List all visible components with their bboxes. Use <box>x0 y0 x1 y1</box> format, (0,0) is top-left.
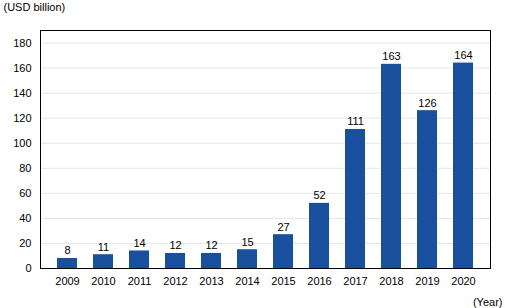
svg-text:(Year): (Year) <box>473 296 503 308</box>
svg-text:20: 20 <box>19 237 31 249</box>
svg-text:2013: 2013 <box>199 275 223 287</box>
svg-text:2014: 2014 <box>235 275 259 287</box>
svg-text:100: 100 <box>13 137 31 149</box>
svg-text:12: 12 <box>205 239 217 251</box>
svg-text:8: 8 <box>64 244 70 256</box>
svg-text:111: 111 <box>347 115 364 127</box>
svg-text:2011: 2011 <box>128 275 152 287</box>
svg-text:2017: 2017 <box>343 275 367 287</box>
svg-text:(USD billion): (USD billion) <box>4 1 66 13</box>
svg-text:0: 0 <box>25 262 31 274</box>
svg-text:2016: 2016 <box>307 275 331 287</box>
svg-text:2009: 2009 <box>55 275 79 287</box>
svg-text:140: 140 <box>13 87 31 99</box>
svg-text:2020: 2020 <box>451 275 475 287</box>
svg-text:2018: 2018 <box>379 275 403 287</box>
svg-text:180: 180 <box>13 37 31 49</box>
svg-text:126: 126 <box>418 97 436 109</box>
svg-text:160: 160 <box>13 62 31 74</box>
svg-text:60: 60 <box>19 187 31 199</box>
svg-text:2012: 2012 <box>163 275 187 287</box>
svg-text:2015: 2015 <box>271 275 295 287</box>
svg-text:15: 15 <box>241 236 253 248</box>
svg-text:2010: 2010 <box>91 275 115 287</box>
svg-text:80: 80 <box>19 162 31 174</box>
svg-text:11: 11 <box>98 241 109 253</box>
svg-text:52: 52 <box>313 189 325 201</box>
svg-text:120: 120 <box>13 112 31 124</box>
svg-text:40: 40 <box>19 212 31 224</box>
svg-text:14: 14 <box>133 237 145 249</box>
svg-text:163: 163 <box>382 50 400 62</box>
svg-text:27: 27 <box>277 221 289 233</box>
svg-text:164: 164 <box>454 49 472 61</box>
svg-text:12: 12 <box>169 239 181 251</box>
svg-text:2019: 2019 <box>415 275 439 287</box>
